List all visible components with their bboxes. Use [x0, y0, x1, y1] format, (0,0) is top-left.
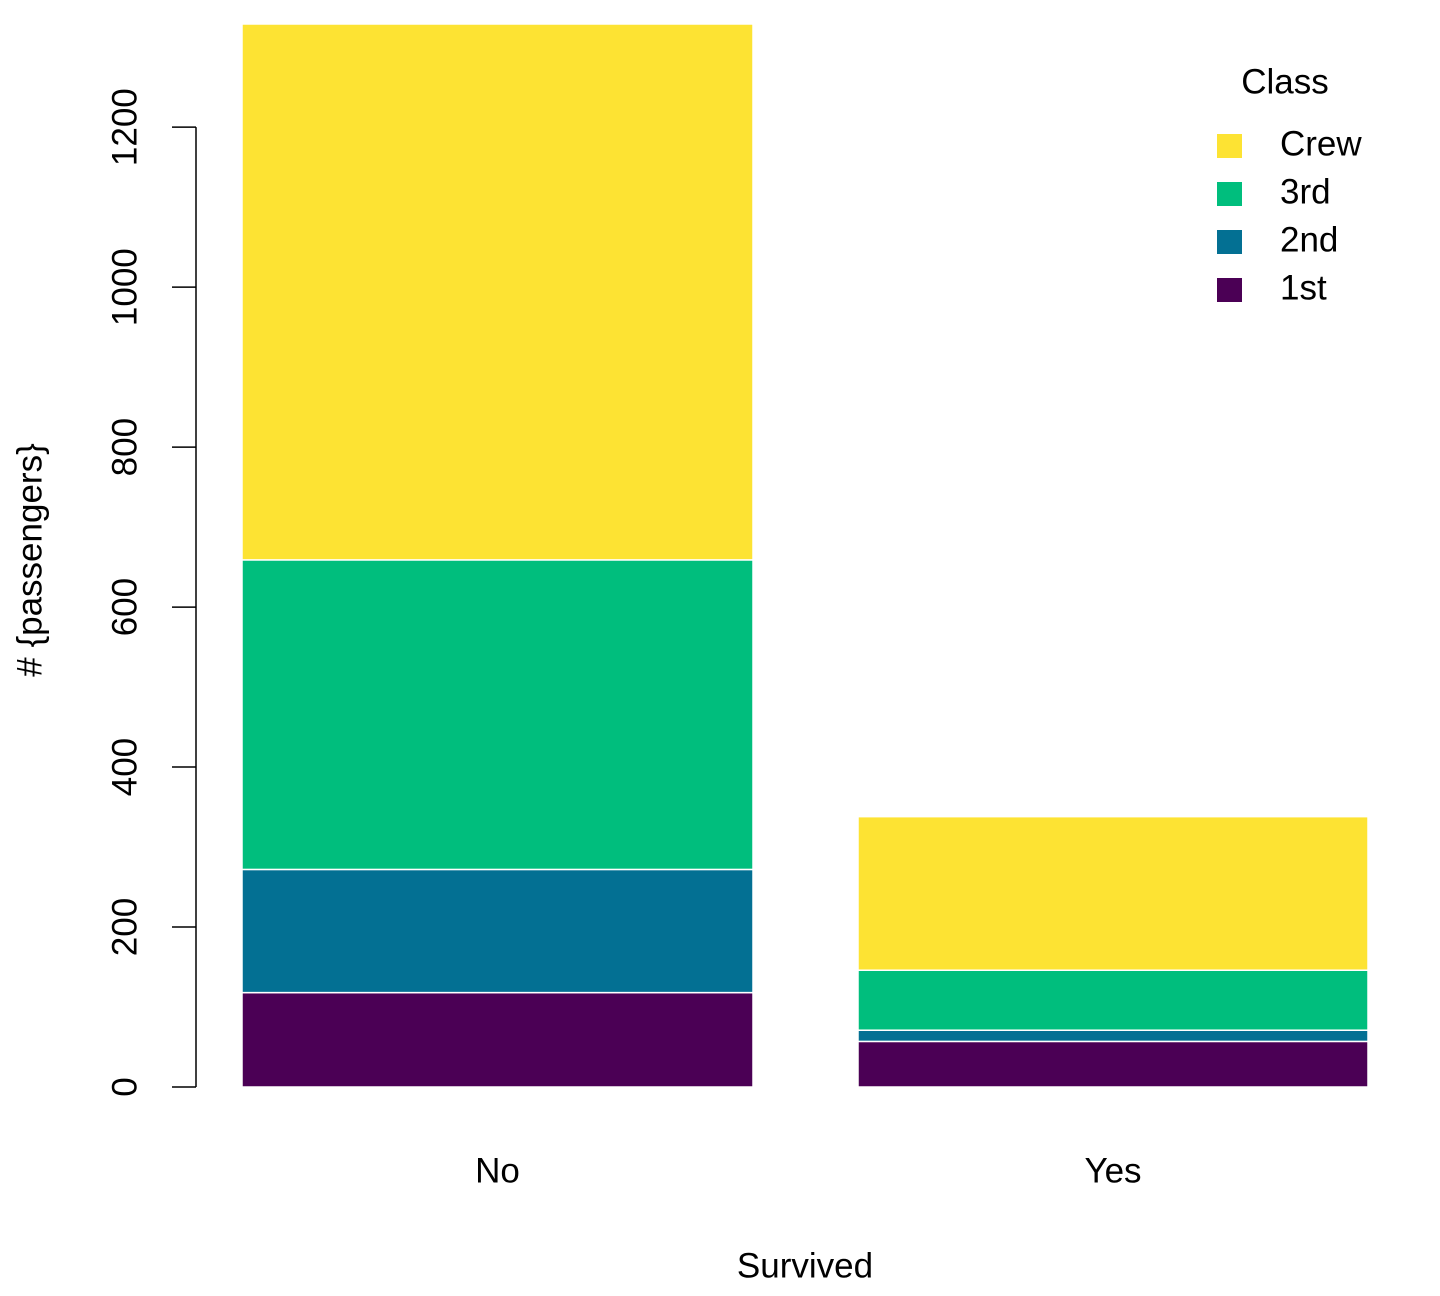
bar-segment — [241, 991, 754, 1088]
bar-segment — [241, 868, 754, 994]
y-tick-label: 200 — [105, 898, 144, 956]
y-tick-label: 800 — [105, 418, 144, 476]
x-tick-label: No — [475, 1151, 520, 1190]
bar-segment — [857, 1029, 1369, 1043]
legend-label: Crew — [1280, 124, 1362, 163]
legend-swatch — [1217, 134, 1242, 158]
legend-swatch — [1217, 230, 1242, 254]
legend-title: Class — [1241, 62, 1329, 101]
bar-segment — [857, 1040, 1369, 1088]
bar-segment — [857, 969, 1369, 1031]
legend-label: 2nd — [1280, 220, 1338, 259]
y-tick-label: 0 — [105, 1077, 144, 1096]
x-tick-label: Yes — [1084, 1151, 1141, 1190]
legend-label: 3rd — [1280, 172, 1331, 211]
y-tick-label: 1200 — [105, 88, 144, 166]
bar-segment — [241, 23, 754, 561]
y-tick-label: 600 — [105, 578, 144, 636]
y-axis-label: # {passengers} — [10, 443, 49, 677]
legend-swatch — [1217, 278, 1242, 302]
bar-segment — [241, 559, 754, 871]
y-tick-label: 400 — [105, 738, 144, 796]
legend-label: 1st — [1280, 268, 1327, 307]
legend-swatch — [1217, 182, 1242, 206]
y-tick-label: 1000 — [105, 248, 144, 326]
x-axis-label: Survived — [737, 1246, 873, 1285]
bar-segment — [857, 815, 1369, 971]
